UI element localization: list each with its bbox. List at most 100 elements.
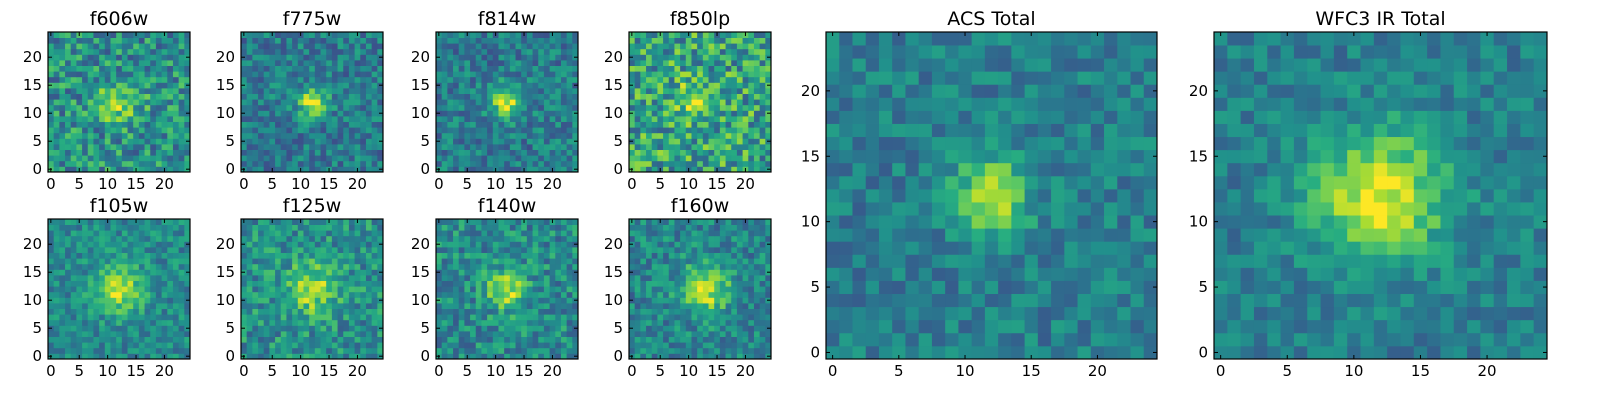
heatmap-cell	[65, 166, 72, 173]
heatmap-cell	[76, 241, 83, 248]
heatmap-cell	[708, 48, 715, 55]
heatmap-cell	[150, 149, 157, 156]
y-tick-label: 15	[411, 76, 430, 94]
heatmap-cell	[481, 149, 488, 156]
heatmap-cell	[286, 149, 293, 156]
heatmap-cell	[515, 60, 522, 66]
heatmap-cell	[447, 65, 454, 72]
heatmap-cell	[521, 127, 528, 134]
heatmap-cell	[309, 104, 316, 111]
heatmap-cell	[286, 219, 293, 225]
heatmap-cell	[702, 60, 709, 66]
heatmap-cell	[492, 308, 499, 315]
heatmap-cell	[680, 110, 687, 117]
heatmap-cell	[82, 121, 89, 128]
heatmap-cell	[759, 60, 766, 66]
heatmap-cell	[331, 219, 338, 225]
heatmap-cell	[110, 325, 117, 332]
heatmap-cell	[640, 132, 647, 139]
heatmap-cell	[685, 314, 692, 321]
heatmap-cell	[343, 263, 350, 270]
heatmap-cell	[59, 319, 66, 326]
heatmap-cell	[492, 76, 499, 83]
heatmap-cell	[48, 76, 55, 83]
heatmap-cell	[337, 121, 344, 128]
heatmap-cell	[464, 224, 471, 231]
heatmap-cell	[144, 247, 151, 253]
heatmap-cell	[292, 149, 299, 156]
heatmap-cell	[280, 121, 287, 128]
heatmap-cell	[314, 121, 321, 128]
heatmap-cell	[309, 76, 316, 83]
heatmap-cell	[82, 342, 89, 349]
heatmap-cell	[127, 65, 134, 72]
heatmap-cell	[475, 110, 482, 117]
heatmap-cell	[481, 43, 488, 50]
heatmap-cell	[515, 291, 522, 298]
heatmap-cell	[155, 82, 162, 89]
heatmap-cell	[680, 286, 687, 293]
x-tick-label: 0	[434, 362, 444, 380]
y-tick-label: 10	[216, 291, 235, 309]
heatmap-cell	[555, 37, 562, 44]
heatmap-cell	[748, 82, 755, 89]
heatmap-cell	[691, 291, 698, 298]
heatmap-cell	[65, 121, 72, 128]
heatmap-cell	[680, 48, 687, 55]
heatmap-cell	[509, 93, 516, 100]
heatmap-cell	[280, 275, 287, 281]
heatmap-cell	[93, 144, 100, 150]
heatmap-cell	[691, 88, 698, 94]
heatmap-cell	[59, 347, 66, 354]
heatmap-cell	[297, 331, 304, 337]
heatmap-cell	[453, 219, 460, 225]
heatmap-cell	[275, 88, 282, 94]
heatmap-cell	[286, 247, 293, 253]
heatmap-cell	[481, 319, 488, 326]
heatmap-cell	[759, 280, 766, 287]
heatmap-cell	[87, 235, 94, 242]
heatmap-cell	[481, 230, 488, 237]
panel-title: f775w	[283, 8, 342, 30]
heatmap-cell	[303, 88, 310, 94]
heatmap-cell	[470, 160, 477, 167]
heatmap-cell	[365, 60, 373, 66]
heatmap-cell	[651, 121, 658, 128]
heatmap-cell	[48, 319, 55, 326]
heatmap-cell	[59, 219, 66, 225]
heatmap-cell	[320, 280, 327, 287]
heatmap-cell	[275, 230, 282, 237]
heatmap-cell	[343, 308, 350, 315]
heatmap-cell	[447, 54, 454, 61]
heatmap-cell	[719, 155, 726, 162]
heatmap-cell	[292, 37, 299, 44]
heatmap-cell	[76, 43, 83, 50]
heatmap-cell	[246, 269, 253, 276]
heatmap-cell	[697, 116, 704, 122]
heatmap-cell	[634, 76, 641, 83]
heatmap-cell	[668, 116, 675, 122]
heatmap-cell	[663, 291, 670, 298]
heatmap-cell	[509, 252, 516, 259]
heatmap-cell	[748, 138, 755, 145]
heatmap-cell	[702, 71, 709, 78]
heatmap-cell	[371, 308, 378, 315]
heatmap-cell	[337, 241, 344, 248]
heatmap-cell	[121, 37, 128, 44]
heatmap-cell	[292, 319, 299, 326]
heatmap-cell	[314, 286, 321, 293]
heatmap-cell	[275, 336, 282, 343]
heatmap-cell	[167, 110, 174, 117]
heatmap-cell	[93, 291, 100, 298]
heatmap-cell	[297, 138, 304, 145]
heatmap-cell	[326, 269, 333, 276]
heatmap-cell	[155, 252, 162, 259]
heatmap-cell	[144, 88, 151, 94]
heatmap-cell	[150, 71, 157, 78]
heatmap-cell	[526, 132, 533, 139]
heatmap-cell	[538, 336, 545, 343]
heatmap-cell	[93, 60, 100, 66]
heatmap-cell	[53, 43, 60, 50]
heatmap-cell	[354, 138, 361, 145]
